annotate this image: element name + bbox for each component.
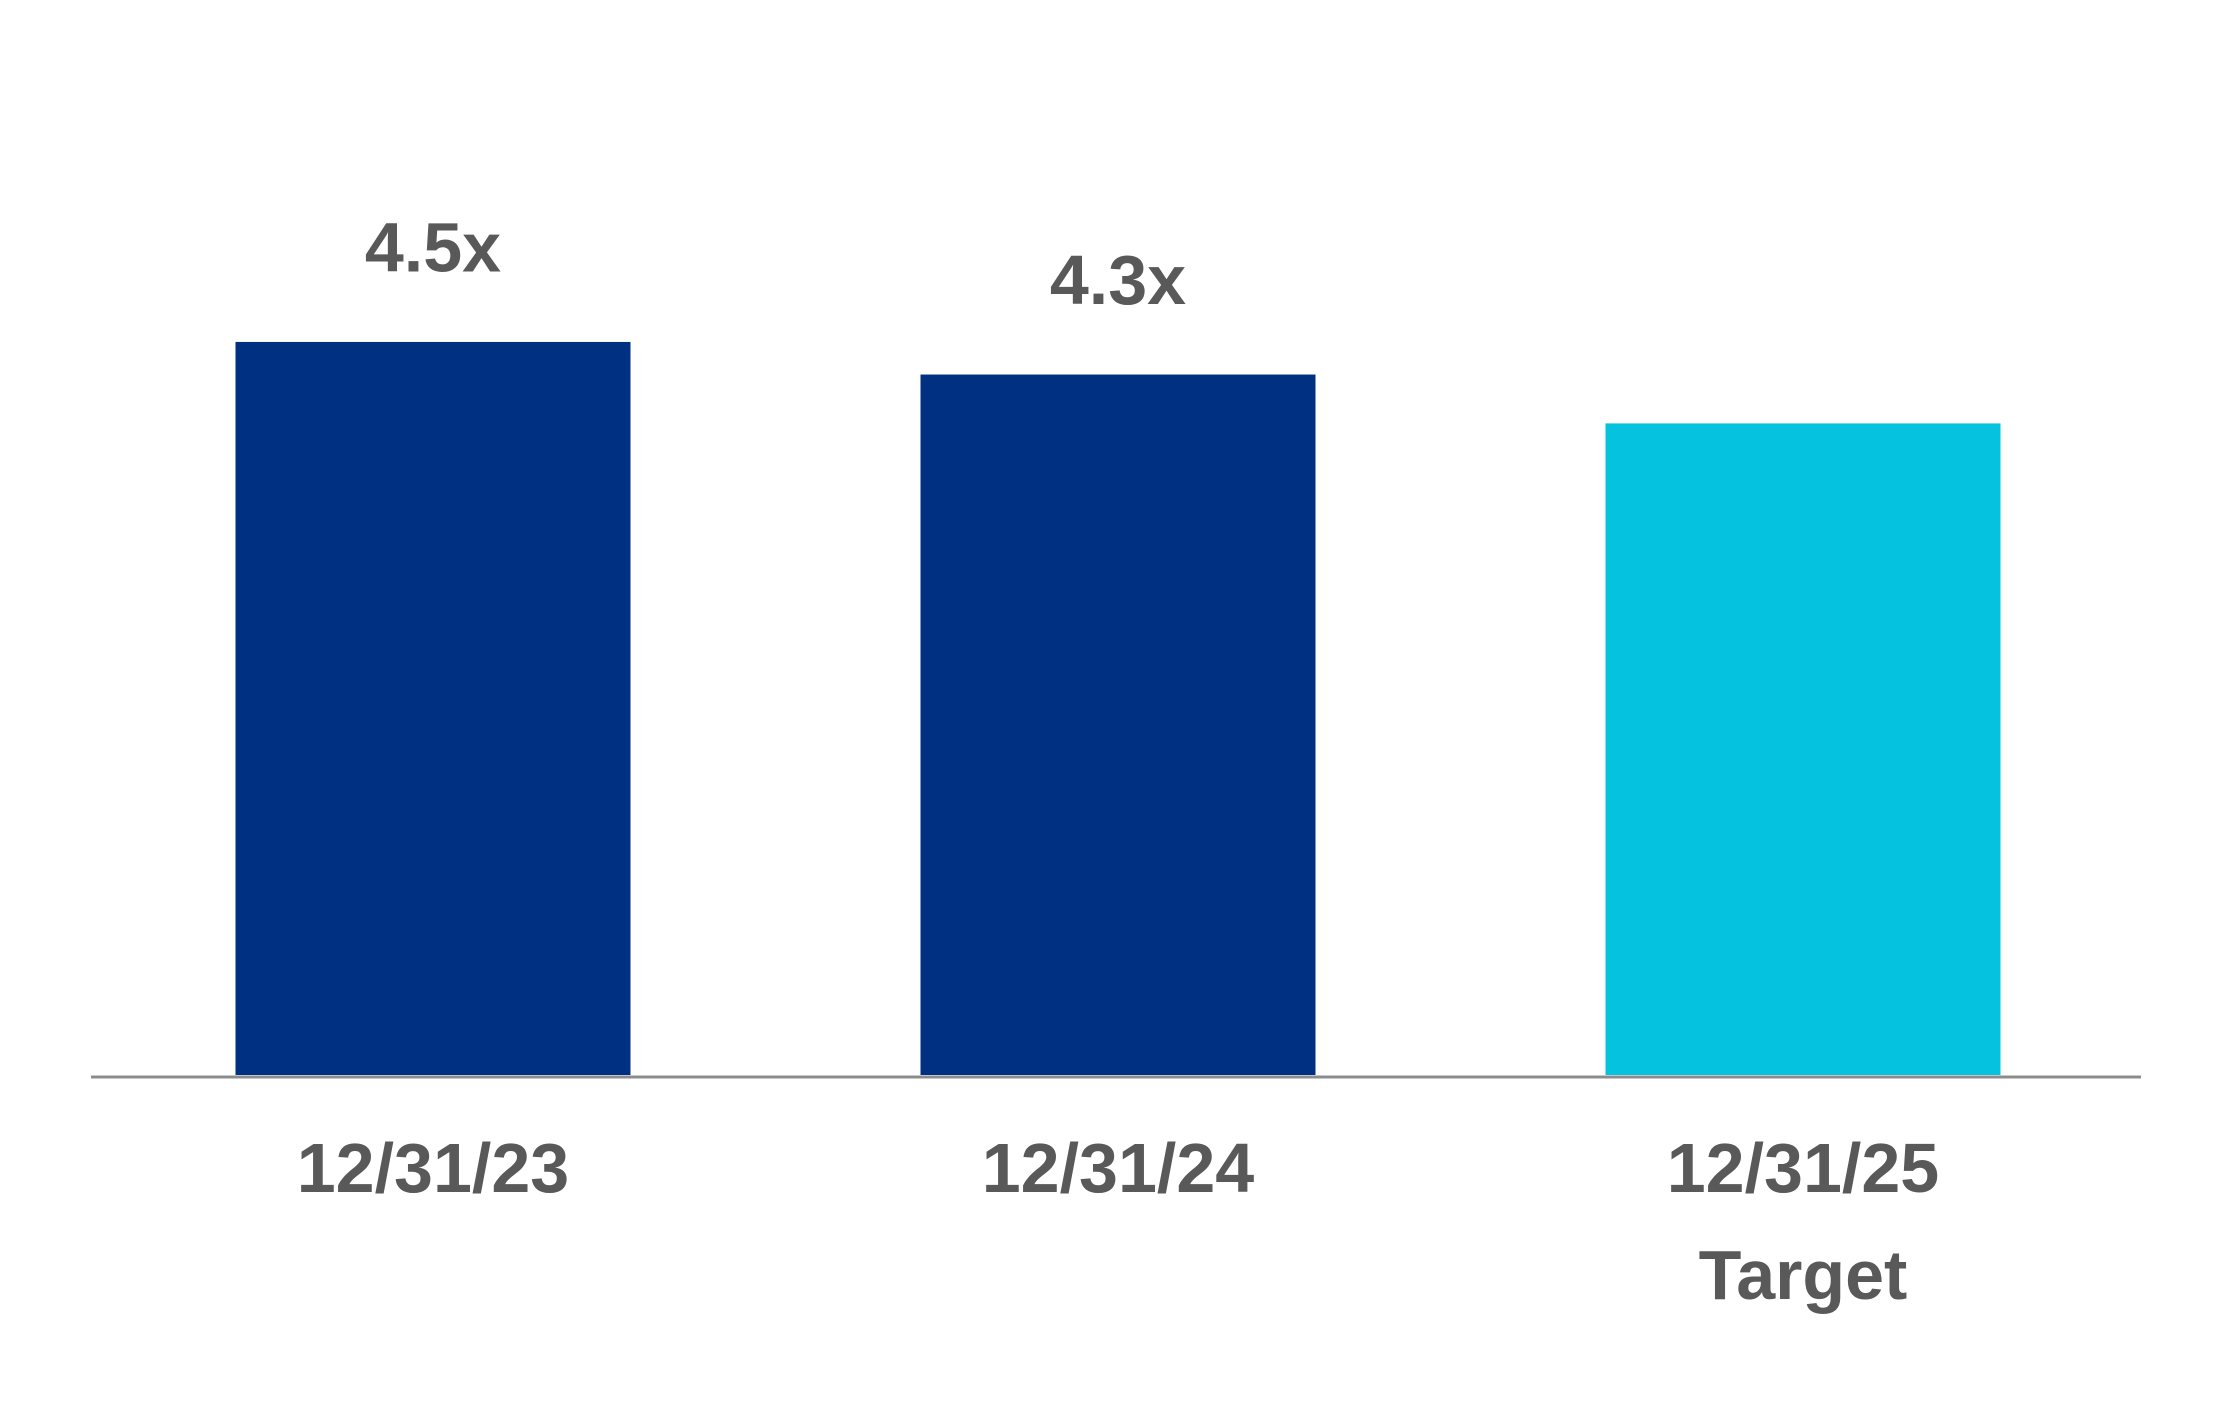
x-tick-label-line: 12/31/25 xyxy=(1667,1129,1939,1207)
value-label: 4.5x xyxy=(365,208,501,286)
x-tick-label-line: 12/31/24 xyxy=(982,1129,1255,1207)
x-tick-label-line: Target xyxy=(1699,1236,1908,1314)
x-tick-label-line: 12/31/23 xyxy=(297,1129,569,1207)
x-tick-label: 12/31/25 Target xyxy=(1667,1129,1939,1314)
bar xyxy=(1605,423,2001,1075)
bar xyxy=(920,374,1316,1075)
value-label: 4.3x xyxy=(1050,241,1186,319)
bar xyxy=(235,341,631,1075)
x-tick-label: 12/31/24 xyxy=(982,1129,1255,1207)
x-tick-label: 12/31/23 xyxy=(297,1129,569,1207)
